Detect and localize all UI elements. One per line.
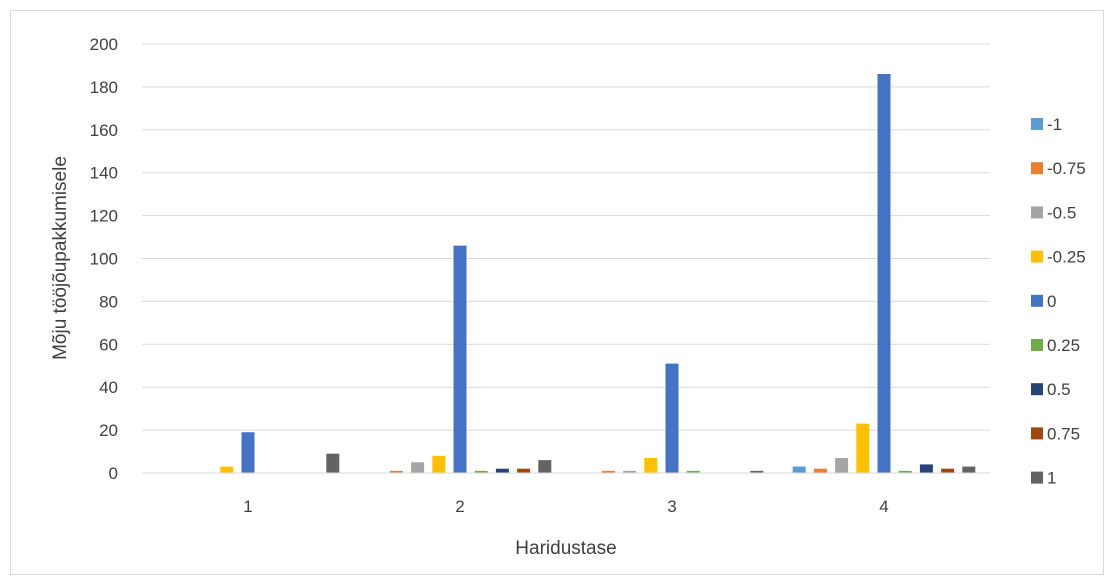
bar-0.25-cat-3	[686, 470, 700, 473]
bars	[220, 74, 976, 473]
legend-swatch	[1031, 118, 1043, 130]
legend-label: 0	[1047, 292, 1056, 311]
x-tick-label: 4	[879, 497, 888, 516]
legend-label: 1	[1047, 469, 1056, 488]
legend-swatch	[1031, 471, 1043, 484]
bar-0-cat-1	[241, 432, 255, 473]
bar--0.75-cat-4	[813, 468, 827, 473]
y-tick-label: 20	[99, 421, 118, 440]
y-tick-label: 0	[109, 464, 118, 483]
legend-label: 0.25	[1047, 336, 1080, 355]
x-tick-label: 2	[455, 497, 464, 516]
legend-swatch	[1031, 427, 1043, 440]
y-tick-label: 200	[90, 35, 118, 54]
bar--0.75-cat-3	[601, 470, 615, 473]
bar--0.25-cat-3	[644, 457, 658, 473]
y-tick-label: 80	[99, 292, 118, 311]
legend-label: -0.5	[1047, 203, 1076, 222]
x-tick-label: 1	[243, 497, 252, 516]
y-tick-label: 120	[90, 207, 118, 226]
bar-0.5-cat-2	[495, 468, 509, 473]
bar-0.25-cat-2	[474, 470, 488, 473]
y-tick-label: 100	[90, 250, 118, 269]
bar--1-cat-4	[792, 466, 806, 473]
legend-swatch	[1031, 206, 1043, 219]
x-tick-label: 3	[667, 497, 676, 516]
bar-0-cat-2	[453, 245, 467, 473]
legend-swatch	[1031, 339, 1043, 351]
y-tick-label: 180	[90, 78, 118, 97]
legend-swatch	[1031, 162, 1043, 175]
y-tick-label: 40	[99, 378, 118, 397]
legend-label: -0.75	[1047, 159, 1086, 178]
gridlines	[142, 43, 990, 431]
bar-0-cat-4	[877, 74, 891, 473]
legend: -1 -0.75 -0.5 -0.25 0 0.25 0.5 0.75 1	[1031, 115, 1086, 488]
y-tick-label: 60	[99, 335, 118, 354]
x-axis-ticks: 1 2 3 4	[243, 497, 888, 516]
y-axis-title: Mõju tööjõupakkumisele	[50, 156, 71, 360]
legend-label: 0.5	[1047, 380, 1071, 399]
legend-swatch	[1031, 294, 1043, 307]
bar-1-cat-4	[962, 466, 976, 473]
legend-label: 0.75	[1047, 424, 1080, 443]
bar-0.5-cat-4	[919, 464, 933, 473]
bar--0.5-cat-3	[623, 470, 637, 473]
bar--0.25-cat-1	[220, 466, 234, 473]
bar-1-cat-2	[538, 460, 552, 473]
bar-0.75-cat-4	[941, 468, 955, 473]
bar-1-cat-1	[326, 453, 340, 473]
chart-frame	[10, 10, 1104, 575]
y-axis-ticks: 0 20 40 60 80 100 120 140 160 180 200	[90, 35, 118, 483]
bar-0.75-cat-2	[517, 468, 531, 473]
legend-label: -0.25	[1047, 248, 1086, 267]
bar--0.5-cat-4	[835, 457, 849, 473]
y-tick-label: 140	[90, 164, 118, 183]
y-tick-label: 160	[90, 121, 118, 140]
bar--0.25-cat-4	[856, 423, 870, 473]
bar--0.25-cat-2	[432, 455, 446, 473]
bar-0-cat-3	[665, 363, 679, 473]
legend-swatch	[1031, 383, 1043, 396]
bar-0.25-cat-4	[898, 470, 912, 473]
legend-label: -1	[1047, 115, 1062, 134]
bar--0.5-cat-2	[411, 462, 425, 473]
x-axis-title: Haridustase	[515, 538, 616, 559]
legend-swatch	[1031, 250, 1043, 263]
bar-1-cat-3	[750, 470, 764, 473]
bar--0.75-cat-2	[389, 470, 403, 473]
